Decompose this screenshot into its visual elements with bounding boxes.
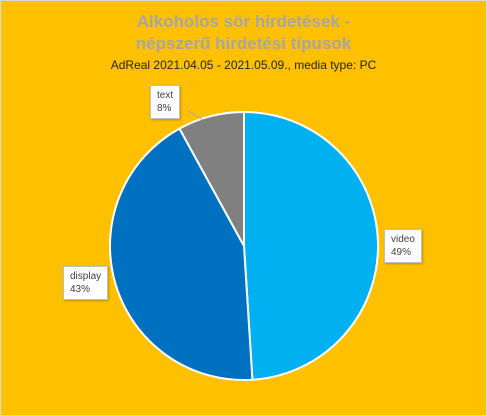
data-label-text-value: 8% (157, 103, 172, 114)
data-label-display-value: 43% (70, 284, 91, 295)
data-label-display-name: display (70, 271, 102, 282)
pie-slice-video (243, 110, 380, 381)
chart-subtitle: AdReal 2021.04.05 - 2021.05.09., media t… (110, 58, 377, 72)
chart-title-line2: népszerű hirdetési típusok (135, 34, 352, 53)
data-label-video-value: 49% (391, 247, 412, 258)
pie-slice-display (109, 127, 254, 381)
data-label-display: display 43% (63, 266, 109, 300)
leader-line-text (187, 110, 204, 121)
data-label-video: video 49% (384, 229, 422, 263)
data-label-text: text 8% (150, 85, 181, 119)
pie-slice-text (178, 110, 245, 247)
data-label-text-name: text (157, 90, 174, 101)
data-label-video-name: video (391, 234, 415, 245)
chart-title-line1: Alkoholos sör hirdetések - (136, 12, 351, 31)
